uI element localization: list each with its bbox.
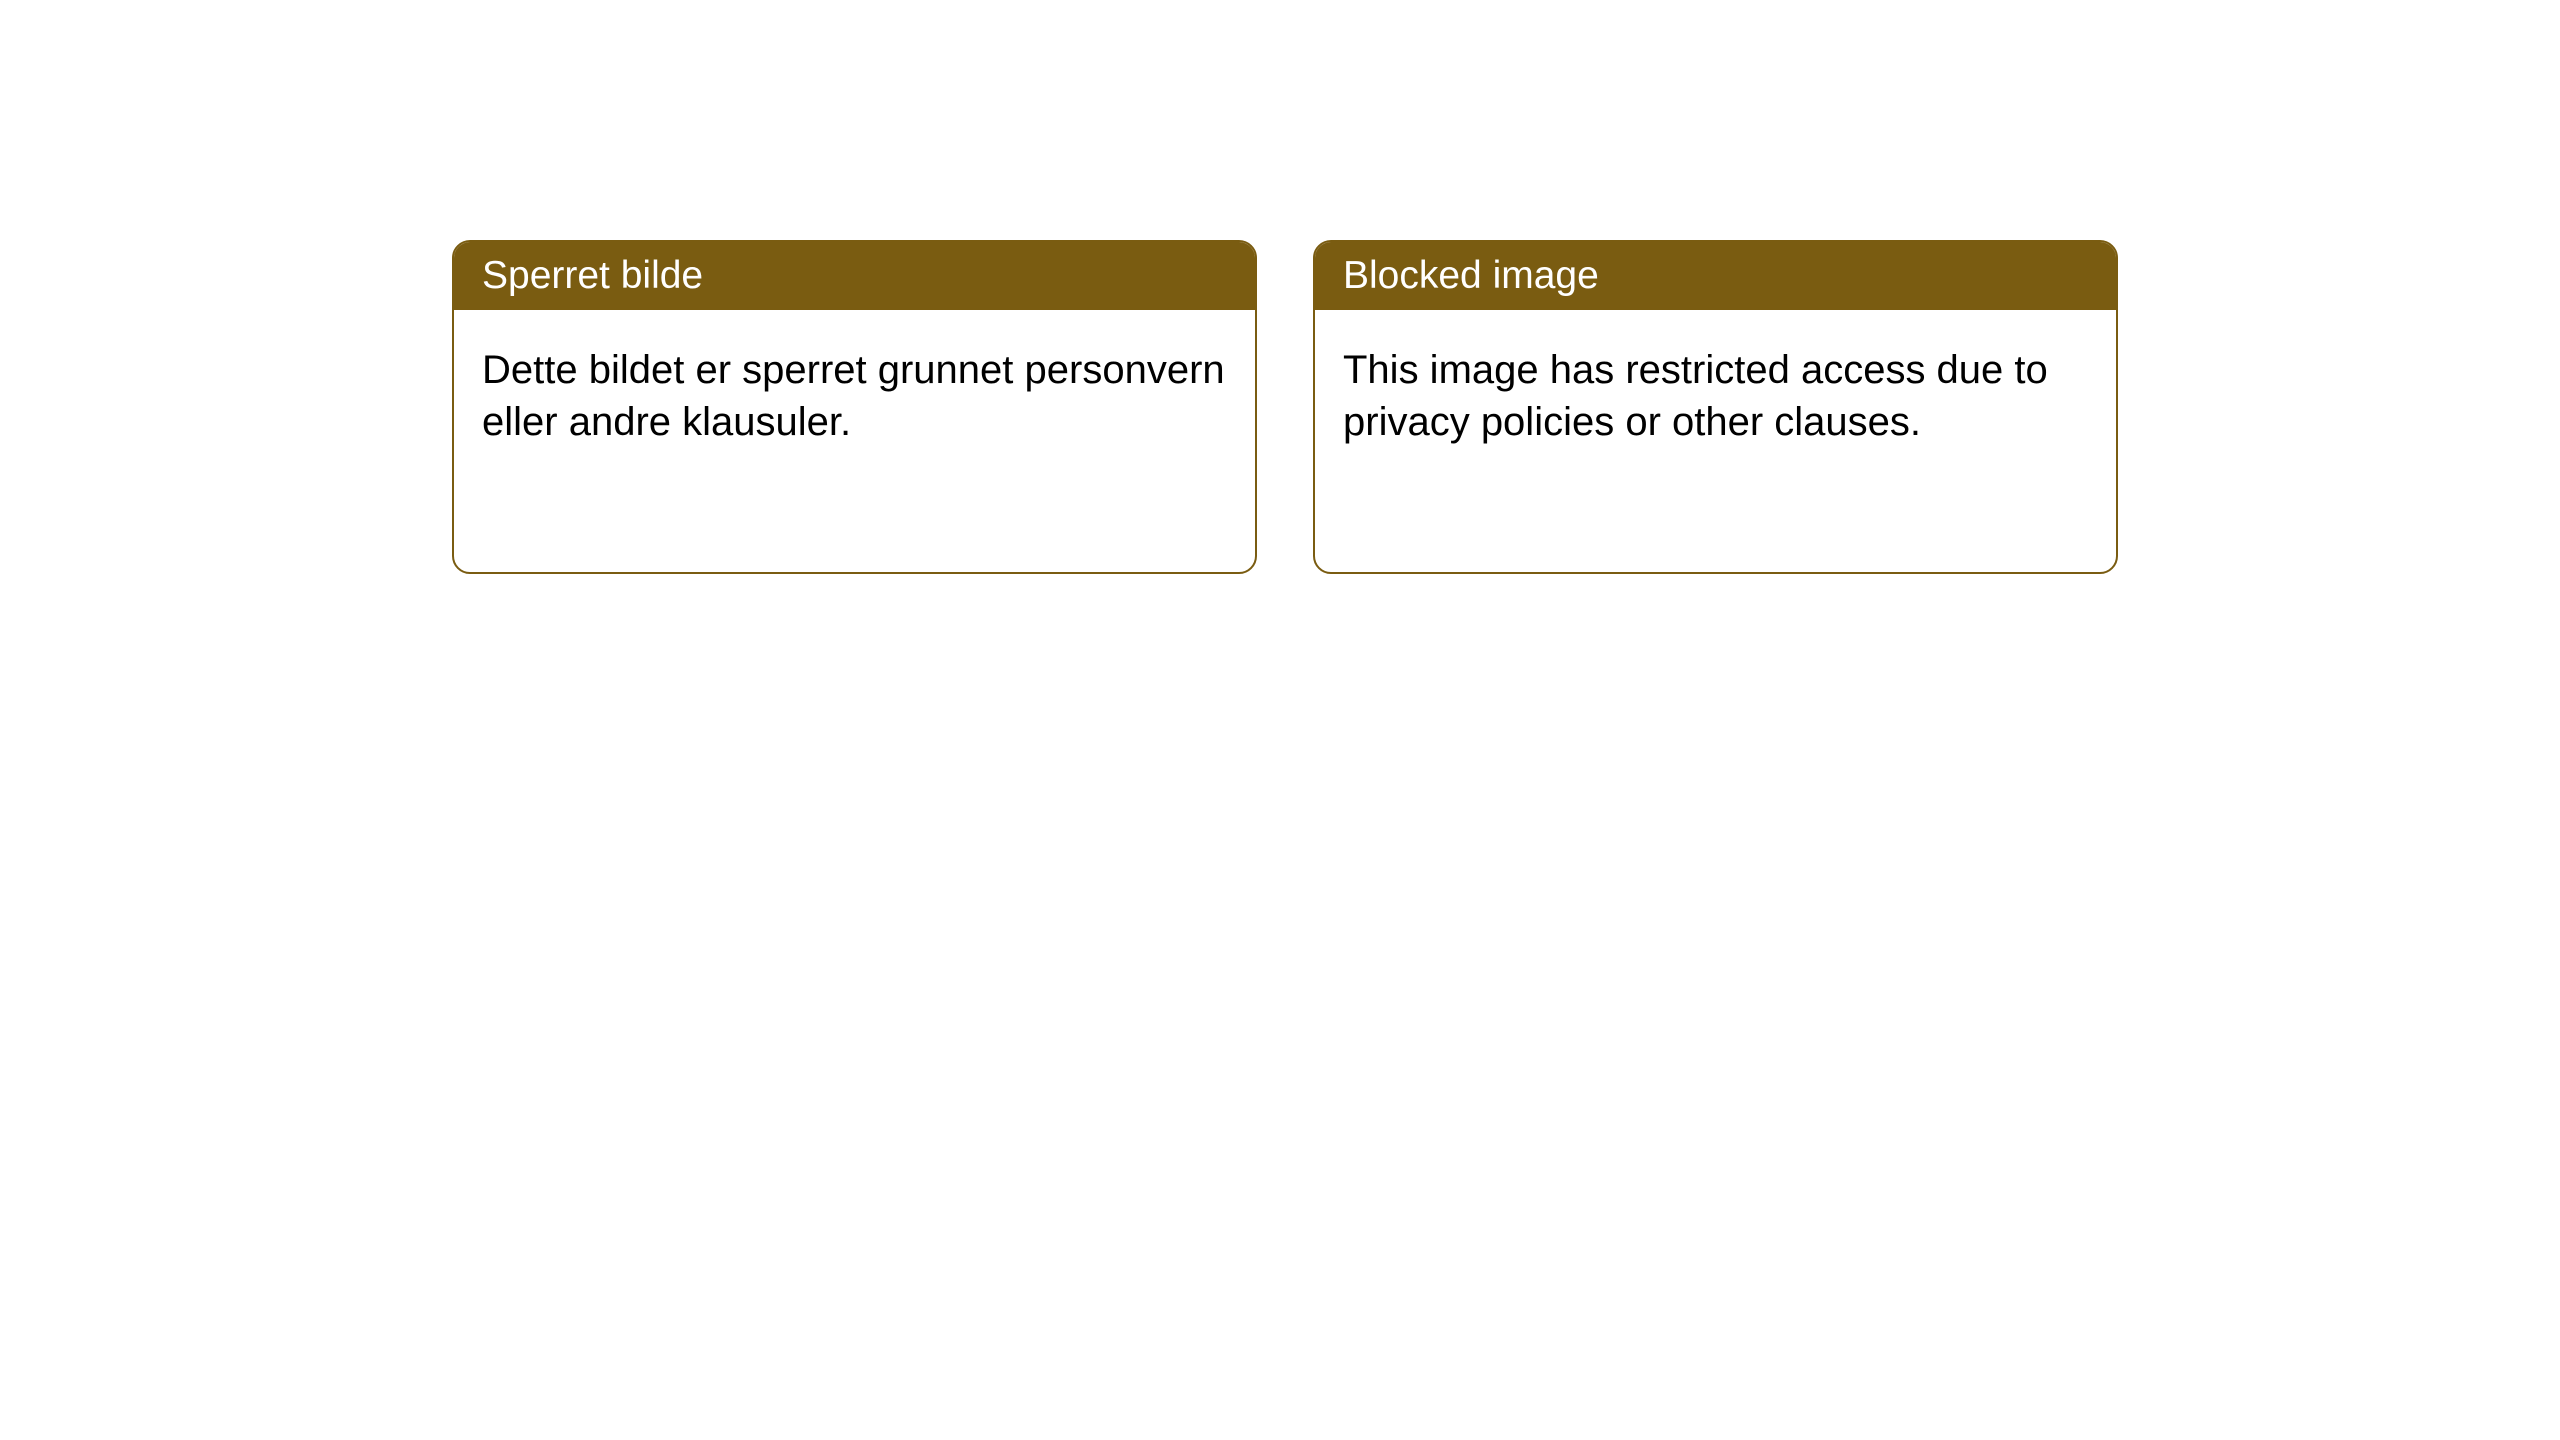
notice-body: Dette bildet er sperret grunnet personve… (454, 310, 1255, 482)
notice-body: This image has restricted access due to … (1315, 310, 2116, 482)
notice-container: Sperret bilde Dette bildet er sperret gr… (0, 0, 2560, 574)
notice-header-text: Sperret bilde (482, 254, 703, 297)
notice-body-text: This image has restricted access due to … (1343, 348, 2048, 444)
notice-body-text: Dette bildet er sperret grunnet personve… (482, 348, 1225, 444)
notice-card-english: Blocked image This image has restricted … (1313, 240, 2118, 574)
notice-header: Blocked image (1315, 242, 2116, 310)
notice-header: Sperret bilde (454, 242, 1255, 310)
notice-card-norwegian: Sperret bilde Dette bildet er sperret gr… (452, 240, 1257, 574)
notice-header-text: Blocked image (1343, 254, 1599, 297)
